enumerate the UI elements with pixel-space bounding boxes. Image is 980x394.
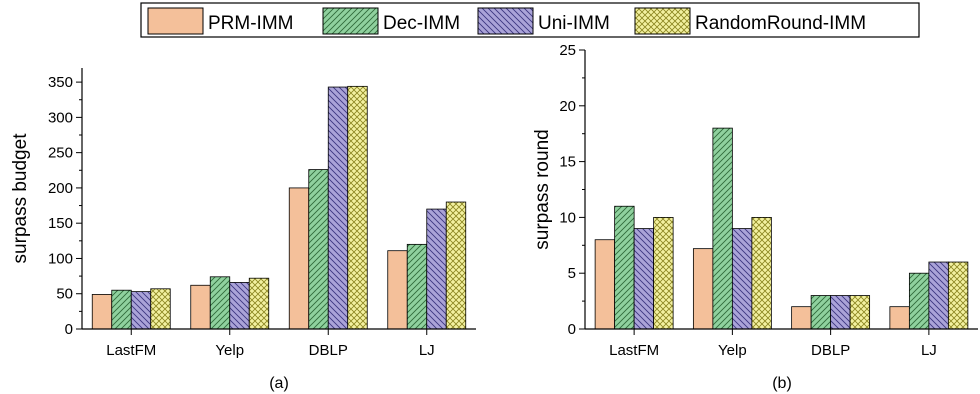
legend-label-dec-imm: Dec-IMM (383, 13, 460, 34)
y-axis-title: surpass budget (10, 133, 31, 264)
bar-randomround-imm-lastfm (653, 216, 674, 330)
bar-dec-imm-dblp (810, 295, 832, 330)
x-tick-label-lj: LJ (419, 342, 435, 359)
bar-prm-imm-yelp (190, 284, 211, 330)
bar-prm-imm-lj (387, 250, 408, 330)
bar-dec-imm-lastfm (111, 289, 132, 330)
x-tick-label-lastfm: LastFM (106, 342, 156, 359)
x-tick-label-dblp: DBLP (811, 342, 850, 359)
y-tick-label: 300 (48, 109, 73, 126)
bar-uni-imm-lj (426, 208, 447, 330)
bar-uni-imm-dblp (327, 86, 349, 330)
y-tick-label: 25 (559, 42, 576, 59)
y-tick-label: 250 (48, 145, 73, 162)
bar-dec-imm-dblp (308, 169, 329, 330)
bar-randomround-imm-yelp (248, 277, 270, 330)
legend: PRM-IMM Dec-IMM Uni-IMM RandomRound-IMM (140, 2, 920, 38)
x-tick-label-lastfm: LastFM (609, 342, 659, 359)
chart-panel-a: 0 50 100 150 200 250 300 350 LastFM Yelp DBLP LJ sur… (10, 68, 476, 392)
y-tick-label: 150 (48, 215, 73, 232)
bar-uni-imm-yelp (731, 228, 753, 330)
bar-randomround-imm-dblp (347, 85, 368, 330)
bar-randomround-imm-lastfm (150, 288, 171, 330)
legend-label-uni-imm: Uni-IMM (538, 13, 610, 34)
y-tick-label: 350 (48, 74, 73, 91)
legend-swatch-dec-imm (322, 7, 379, 35)
y-tick-label: 0 (568, 321, 576, 338)
y-tick-label: 20 (559, 98, 576, 115)
bar-prm-imm-dblp (791, 306, 812, 330)
y-tick-label: 50 (56, 286, 73, 303)
bar-prm-imm-lastfm (91, 294, 113, 330)
bar-uni-imm-lj (928, 261, 949, 330)
bar-prm-imm-lastfm (594, 239, 616, 330)
chart-panel-b: 0 5 10 15 20 25 LastFM Yelp DBLP LJ surpass round (… (532, 42, 978, 392)
legend-swatch-randomround-imm (634, 7, 691, 35)
bar-uni-imm-lastfm (633, 228, 655, 330)
bar-uni-imm-lastfm (130, 291, 152, 330)
x-tick-label-yelp: Yelp (718, 342, 747, 359)
legend-label-randomround-imm: RandomRound-IMM (695, 13, 866, 34)
bar-uni-imm-dblp (830, 295, 851, 330)
x-tick-label-lj: LJ (921, 342, 937, 359)
bar-randomround-imm-dblp (849, 295, 871, 330)
bar-dec-imm-lastfm (614, 205, 635, 330)
bar-randomround-imm-lj (445, 201, 467, 330)
legend-swatch-prm-imm (147, 7, 204, 35)
y-tick-label: 200 (48, 180, 73, 197)
bar-randomround-imm-yelp (751, 216, 772, 330)
bar-dec-imm-yelp (209, 276, 231, 330)
bar-dec-imm-yelp (712, 127, 733, 330)
y-tick-label: 5 (568, 265, 576, 282)
y-tick-label: 15 (559, 154, 576, 171)
x-tick-label-yelp: Yelp (215, 342, 244, 359)
bar-dec-imm-lj (406, 243, 428, 330)
bar-uni-imm-yelp (229, 282, 250, 330)
legend-label-prm-imm: PRM-IMM (208, 13, 293, 34)
bar-randomround-imm-lj (947, 261, 969, 330)
y-tick-label: 10 (559, 209, 576, 226)
bar-prm-imm-lj (889, 306, 910, 330)
bar-prm-imm-yelp (692, 248, 714, 330)
y-axis-title: surpass round (532, 129, 553, 249)
panel-caption: (b) (772, 375, 792, 392)
bar-prm-imm-dblp (288, 187, 310, 330)
y-tick-label: 100 (48, 250, 73, 267)
legend-swatch-uni-imm (477, 7, 534, 35)
panel-caption: (a) (269, 375, 289, 392)
y-tick-label: 0 (65, 321, 73, 338)
x-tick-label-dblp: DBLP (309, 342, 348, 359)
bar-dec-imm-lj (908, 272, 930, 330)
